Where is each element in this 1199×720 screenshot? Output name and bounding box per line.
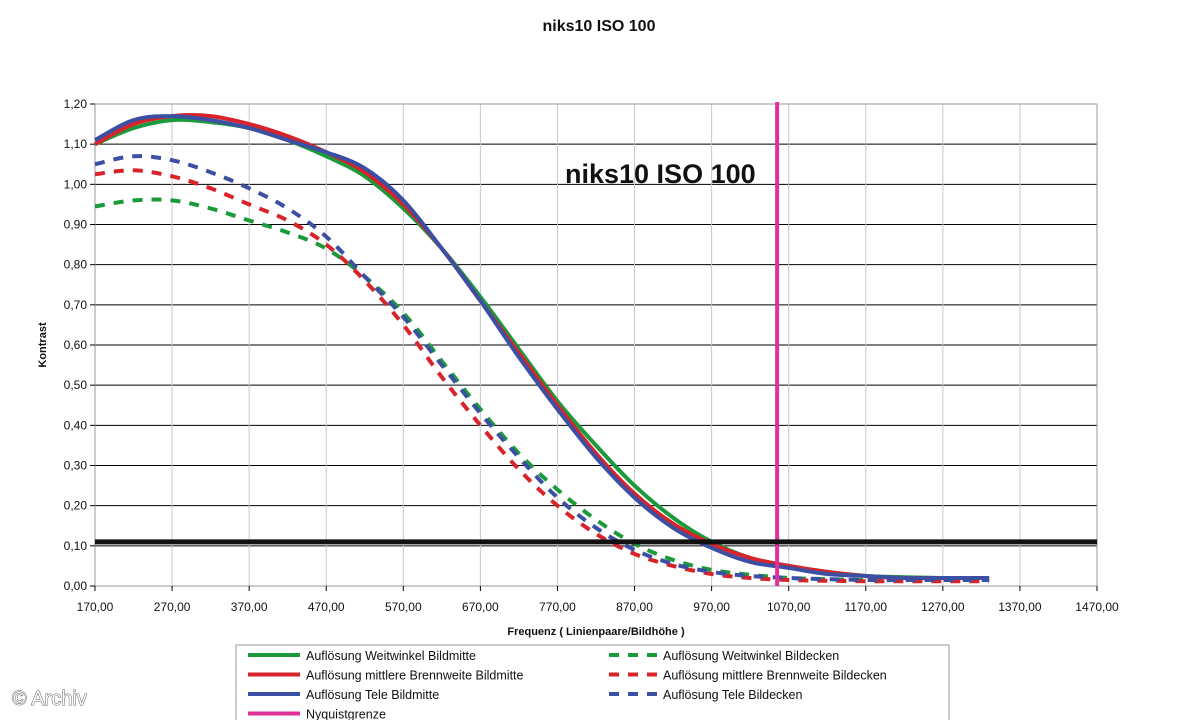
x-tick-label: 1070,00 <box>767 600 811 614</box>
x-tick-label: 670,00 <box>462 600 499 614</box>
x-tick-label: 870,00 <box>616 600 653 614</box>
y-tick-label: 1,00 <box>64 177 88 191</box>
y-axis-ticks: 0,00 0,10 0,20 0,30 0,40 0,50 0,60 0,70 0,80 0,90… <box>64 97 95 593</box>
legend-label: Auflösung Tele Bildecken <box>663 688 802 702</box>
x-tick-label: 470,00 <box>308 600 345 614</box>
y-tick-label: 0,90 <box>64 218 88 232</box>
chart-title: niks10 ISO 100 <box>543 18 656 35</box>
series-line-aufloesung-mittlere-brennweite-bildmitte <box>94 113 990 581</box>
chart-annotation: niks10 ISO 100 <box>565 159 756 189</box>
y-tick-label: 1,20 <box>64 97 88 111</box>
legend-label: Nyquistgrenze <box>306 708 386 720</box>
y-tick-label: 0,30 <box>64 459 88 473</box>
y-tick-label: 0,10 <box>64 539 88 553</box>
x-tick-label: 1170,00 <box>845 600 888 614</box>
series-line-aufloesung-mittlere-brennweite-bildecken <box>94 168 990 584</box>
series-line-aufloesung-weitwinkel-bildecken <box>94 197 990 583</box>
legend-box <box>235 644 950 720</box>
y-tick-label: 0,80 <box>64 258 88 272</box>
x-tick-label: 1270,00 <box>921 600 965 614</box>
y-tick-label: 0,40 <box>64 418 88 432</box>
reference-lines <box>95 102 1097 586</box>
y-tick-label: 0,00 <box>64 579 88 593</box>
legend-label: Auflösung Weitwinkel Bildmitte <box>306 649 476 663</box>
series-line-aufloesung-weitwinkel-bildmitte <box>94 117 990 581</box>
y-tick-label: 0,60 <box>64 338 88 352</box>
y-tick-label: 1,10 <box>64 137 88 151</box>
x-tick-label: 570,00 <box>385 600 422 614</box>
y-tick-label: 0,70 <box>64 298 88 312</box>
x-tick-label: 370,00 <box>231 600 268 614</box>
series-line-aufloesung-tele-bildecken <box>94 154 990 583</box>
x-tick-label: 1470,00 <box>1075 600 1119 614</box>
watermark: © Archiv <box>12 688 87 710</box>
x-axis-ticks: 170,00 270,00 370,00 470,00 570,00 670,00 770,… <box>77 586 1119 614</box>
x-tick-label: 1370,00 <box>998 600 1042 614</box>
x-tick-label: 170,00 <box>77 600 114 614</box>
series-layer <box>94 113 990 584</box>
x-tick-label: 770,00 <box>539 600 576 614</box>
x-axis-title: Frequenz ( Linienpaare/Bildhöhe ) <box>507 626 685 638</box>
y-axis-title: Kontrast <box>37 322 49 368</box>
legend-label: Auflösung mittlere Brennweite Bildecken <box>663 669 887 683</box>
y-tick-label: 0,50 <box>64 378 88 392</box>
series-line-aufloesung-tele-bildmitte <box>94 114 990 581</box>
x-tick-label: 970,00 <box>693 600 730 614</box>
legend: Auflösung Weitwinkel Bildmitte Auflösung … <box>235 644 950 720</box>
legend-label: Auflösung Tele Bildmitte <box>306 688 439 702</box>
y-tick-label: 0,20 <box>64 499 88 513</box>
legend-label: Auflösung Weitwinkel Bildecken <box>663 649 839 663</box>
x-tick-label: 270,00 <box>154 600 191 614</box>
legend-label: Auflösung mittlere Brennweite Bildmitte <box>306 669 524 683</box>
